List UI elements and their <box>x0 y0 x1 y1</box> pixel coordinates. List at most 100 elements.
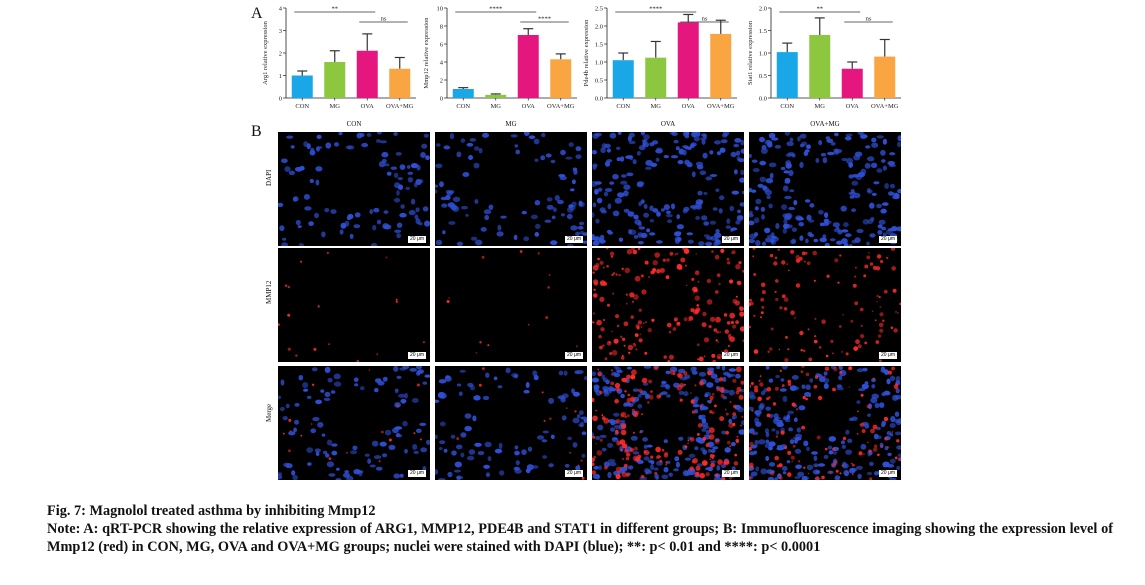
x-tick-label: MG <box>651 103 662 110</box>
figure-caption: Fig. 7: Magnolol treated asthma by inhib… <box>47 502 1113 556</box>
if-image-merge-con: 20 μm <box>278 366 430 480</box>
x-tick-label: OVA <box>522 103 536 110</box>
y-tick-label: 3 <box>279 28 282 35</box>
significance-label: ** <box>332 6 339 13</box>
scale-bar-label: 20 μm <box>565 352 583 359</box>
y-tick-label: 2.0 <box>759 5 767 12</box>
y-axis-label: Stat1 relative expression <box>747 20 754 85</box>
if-image-merge-ova: 20 μm <box>592 366 744 480</box>
y-tick-label: 4 <box>279 5 283 12</box>
if-image-merge-ova-mg: 20 μm <box>749 366 901 480</box>
significance-label: ns <box>866 16 872 23</box>
bar-mg <box>809 35 831 98</box>
if-image-mmp12-ova-mg: 20 μm <box>749 248 901 362</box>
row-header-mmp12: MMP12 <box>265 280 273 304</box>
y-tick-label: 1 <box>279 73 282 80</box>
significance-label: **** <box>538 16 551 23</box>
column-header-mg: MG <box>505 120 517 128</box>
bar-ova <box>517 35 539 98</box>
bar-chart-3: 0.0 0.5 1.0 1.5 2.0 2.5 Pde4b relative express… <box>583 5 737 110</box>
y-tick-label: 1.0 <box>759 50 767 57</box>
x-tick-label: OVA+MG <box>707 103 735 110</box>
if-image-dapi-ova-mg: 20 μm <box>749 132 901 246</box>
significance-label: ns <box>702 16 708 23</box>
panel-a-label: A <box>251 5 263 22</box>
x-tick-label: OVA+MG <box>871 103 899 110</box>
x-tick-label: MG <box>330 103 341 110</box>
scale-bar-label: 20 μm <box>565 470 583 477</box>
row-header-dapi: DAPI <box>265 169 273 186</box>
bar-mg <box>324 62 346 98</box>
y-tick-label: 0.5 <box>759 73 767 80</box>
x-tick-label: MG <box>491 103 502 110</box>
if-image-merge-mg: 20 μm <box>435 366 587 480</box>
significance-label: **** <box>489 6 502 13</box>
bar-ova <box>356 50 378 98</box>
y-axis-label: Pde4b relative expression <box>583 19 590 87</box>
y-tick-label: 0 <box>440 95 443 102</box>
if-image-dapi-ova: 20 μm <box>592 132 744 246</box>
column-header-ova-mg: OVA+MG <box>810 120 840 128</box>
significance-label: ns <box>381 16 387 23</box>
bar-chart-2: 0 2 4 6 8 10 Mmp12 relative expression CON MG OVA… <box>423 5 577 110</box>
bar-ova-mg <box>389 68 411 98</box>
y-tick-label: 1.5 <box>759 28 767 35</box>
if-image-dapi-mg: 20 μm <box>435 132 587 246</box>
y-tick-label: 2.5 <box>595 5 603 12</box>
x-tick-label: OVA <box>361 103 375 110</box>
if-image-mmp12-mg: 20 μm <box>435 248 587 362</box>
bar-con <box>452 89 474 98</box>
scale-bar-label: 20 μm <box>722 236 740 243</box>
y-tick-label: 1.0 <box>595 59 603 66</box>
immunofluorescence-grid: CON MG OVA OVA+MG DAPI MMP12 Merge 20 μm… <box>260 118 920 490</box>
scale-bar-label: 20 μm <box>879 470 897 477</box>
y-tick-label: 0.0 <box>759 95 767 102</box>
caption-title: Fig. 7: Magnolol treated asthma by inhib… <box>47 503 376 519</box>
x-tick-label: MG <box>815 103 826 110</box>
x-tick-label: OVA+MG <box>386 103 414 110</box>
bar-ova <box>677 22 699 98</box>
scale-bar-label: 20 μm <box>879 352 897 359</box>
y-tick-label: 2 <box>440 77 443 84</box>
y-tick-label: 1.5 <box>595 41 603 48</box>
y-tick-label: 2.0 <box>595 23 603 30</box>
bar-ova-mg <box>550 59 572 98</box>
y-tick-label: 10 <box>437 5 444 12</box>
y-tick-label: 0 <box>279 95 282 102</box>
scale-bar-label: 20 μm <box>565 236 583 243</box>
scale-bar-label: 20 μm <box>408 470 426 477</box>
x-tick-label: CON <box>616 103 630 110</box>
significance-label: ** <box>817 6 824 13</box>
if-image-mmp12-ova: 20 μm <box>592 248 744 362</box>
caption-note: Note: A: qRT-PCR showing the relative ex… <box>47 521 1113 555</box>
x-tick-label: CON <box>780 103 794 110</box>
bar-con <box>612 60 634 98</box>
y-axis-label: Mmp12 relative expression <box>423 17 430 89</box>
x-tick-label: CON <box>295 103 309 110</box>
qpcr-bar-charts: 0 1 2 3 4 Arg1 relative expression CON MG OVA OVA… <box>0 0 1145 120</box>
y-tick-label: 0.0 <box>595 95 603 102</box>
scale-bar-label: 20 μm <box>722 352 740 359</box>
bar-chart-1: 0 1 2 3 4 Arg1 relative expression CON MG OVA OVA… <box>262 5 416 110</box>
bar-mg <box>645 57 667 98</box>
row-header-merge: Merge <box>265 403 273 422</box>
panel-b-label: B <box>251 123 262 140</box>
x-tick-label: OVA+MG <box>547 103 575 110</box>
scale-bar-label: 20 μm <box>408 236 426 243</box>
bar-con <box>776 52 798 98</box>
bar-ova-mg <box>874 56 896 98</box>
x-tick-label: CON <box>456 103 470 110</box>
y-tick-label: 0.5 <box>595 77 603 84</box>
bar-chart-4: 0.0 0.5 1.0 1.5 2.0 Stat1 relative expression… <box>747 5 901 110</box>
scale-bar-label: 20 μm <box>408 352 426 359</box>
y-tick-label: 2 <box>279 50 282 57</box>
y-tick-label: 4 <box>440 59 444 66</box>
x-tick-label: OVA <box>846 103 860 110</box>
column-header-ova: OVA <box>660 120 676 128</box>
y-tick-label: 6 <box>440 41 444 48</box>
significance-label: **** <box>649 6 662 13</box>
scale-bar-label: 20 μm <box>722 470 740 477</box>
if-image-mmp12-con: 20 μm <box>278 248 430 362</box>
column-header-con: CON <box>346 120 362 128</box>
if-image-dapi-con: 20 μm <box>278 132 430 246</box>
